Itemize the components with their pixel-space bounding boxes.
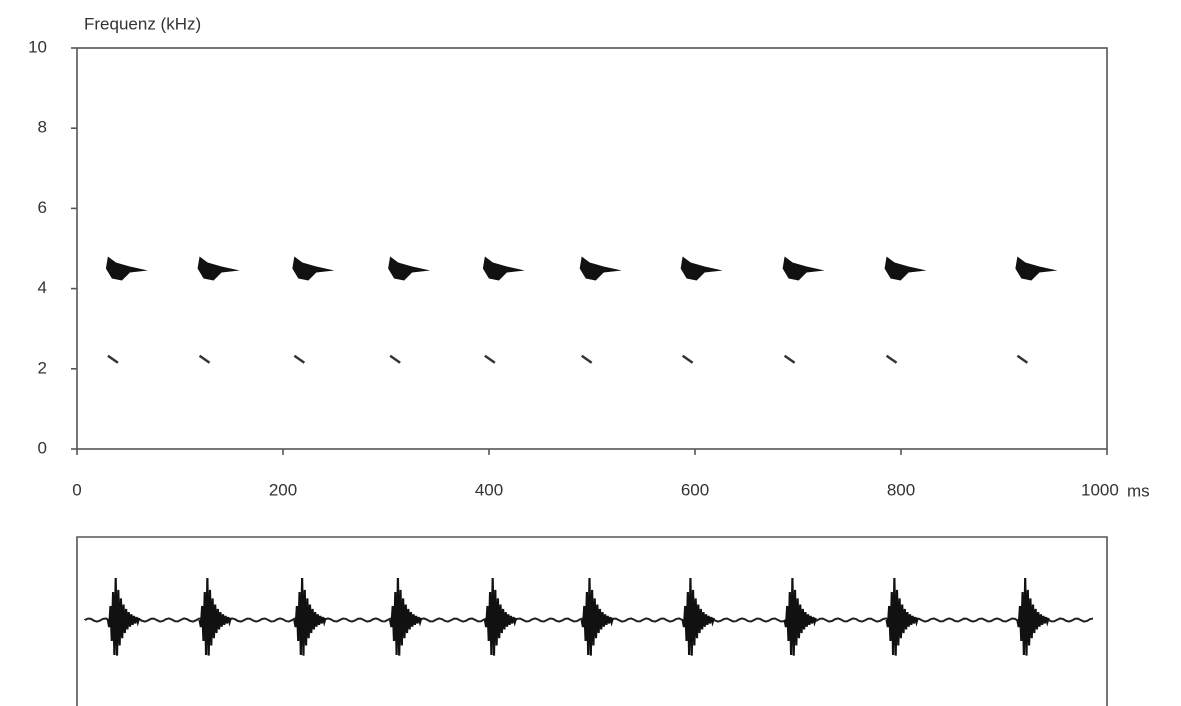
harmonic (107, 354, 119, 364)
syllable (105, 256, 148, 281)
x-tick-label: 0 (72, 480, 81, 499)
oscillogram-burst (580, 577, 614, 656)
harmonic (198, 354, 211, 364)
oscillogram-burst (389, 577, 423, 656)
oscillogram-burst (1016, 577, 1050, 656)
syllable (884, 256, 927, 281)
y-tick-label: 6 (38, 198, 47, 217)
x-tick-label: 800 (887, 480, 915, 499)
x-unit: ms (1127, 481, 1150, 500)
syllable (197, 256, 240, 281)
y-tick-label: 10 (28, 37, 47, 56)
y-tick-label: 0 (38, 438, 47, 457)
syllable (579, 256, 622, 281)
oscillogram-burst (783, 577, 817, 656)
harmonic (1016, 354, 1029, 364)
syllable (782, 256, 825, 281)
harmonic (783, 354, 796, 364)
harmonic (885, 354, 898, 364)
oscillogram-burst (198, 577, 232, 656)
x-tick-label: 600 (681, 480, 709, 499)
x-tick-label: 400 (475, 480, 503, 499)
y-tick-label: 4 (38, 278, 47, 297)
oscillogram-burst (106, 577, 141, 656)
chart-title: Frequenz (kHz) (84, 14, 201, 33)
syllable (1015, 256, 1058, 281)
oscillogram-burst (885, 577, 919, 656)
harmonic (681, 354, 694, 364)
oscillogram-burst (483, 577, 518, 656)
syllable (292, 256, 335, 281)
syllable (388, 256, 431, 281)
syllable (482, 256, 525, 281)
harmonic (580, 354, 593, 364)
oscillogram-burst (293, 577, 327, 656)
harmonic (389, 354, 401, 364)
x-tick-label: 200 (269, 480, 297, 499)
oscillogram-frame (76, 536, 1108, 706)
y-tick-label: 2 (38, 358, 47, 377)
plot-frame (76, 47, 1108, 450)
harmonic (484, 354, 496, 364)
oscillogram-burst (681, 577, 715, 656)
y-tick-label: 8 (38, 118, 47, 137)
syllable (680, 256, 723, 281)
x-tick-label: 1000 (1081, 480, 1119, 499)
harmonic (293, 354, 306, 364)
